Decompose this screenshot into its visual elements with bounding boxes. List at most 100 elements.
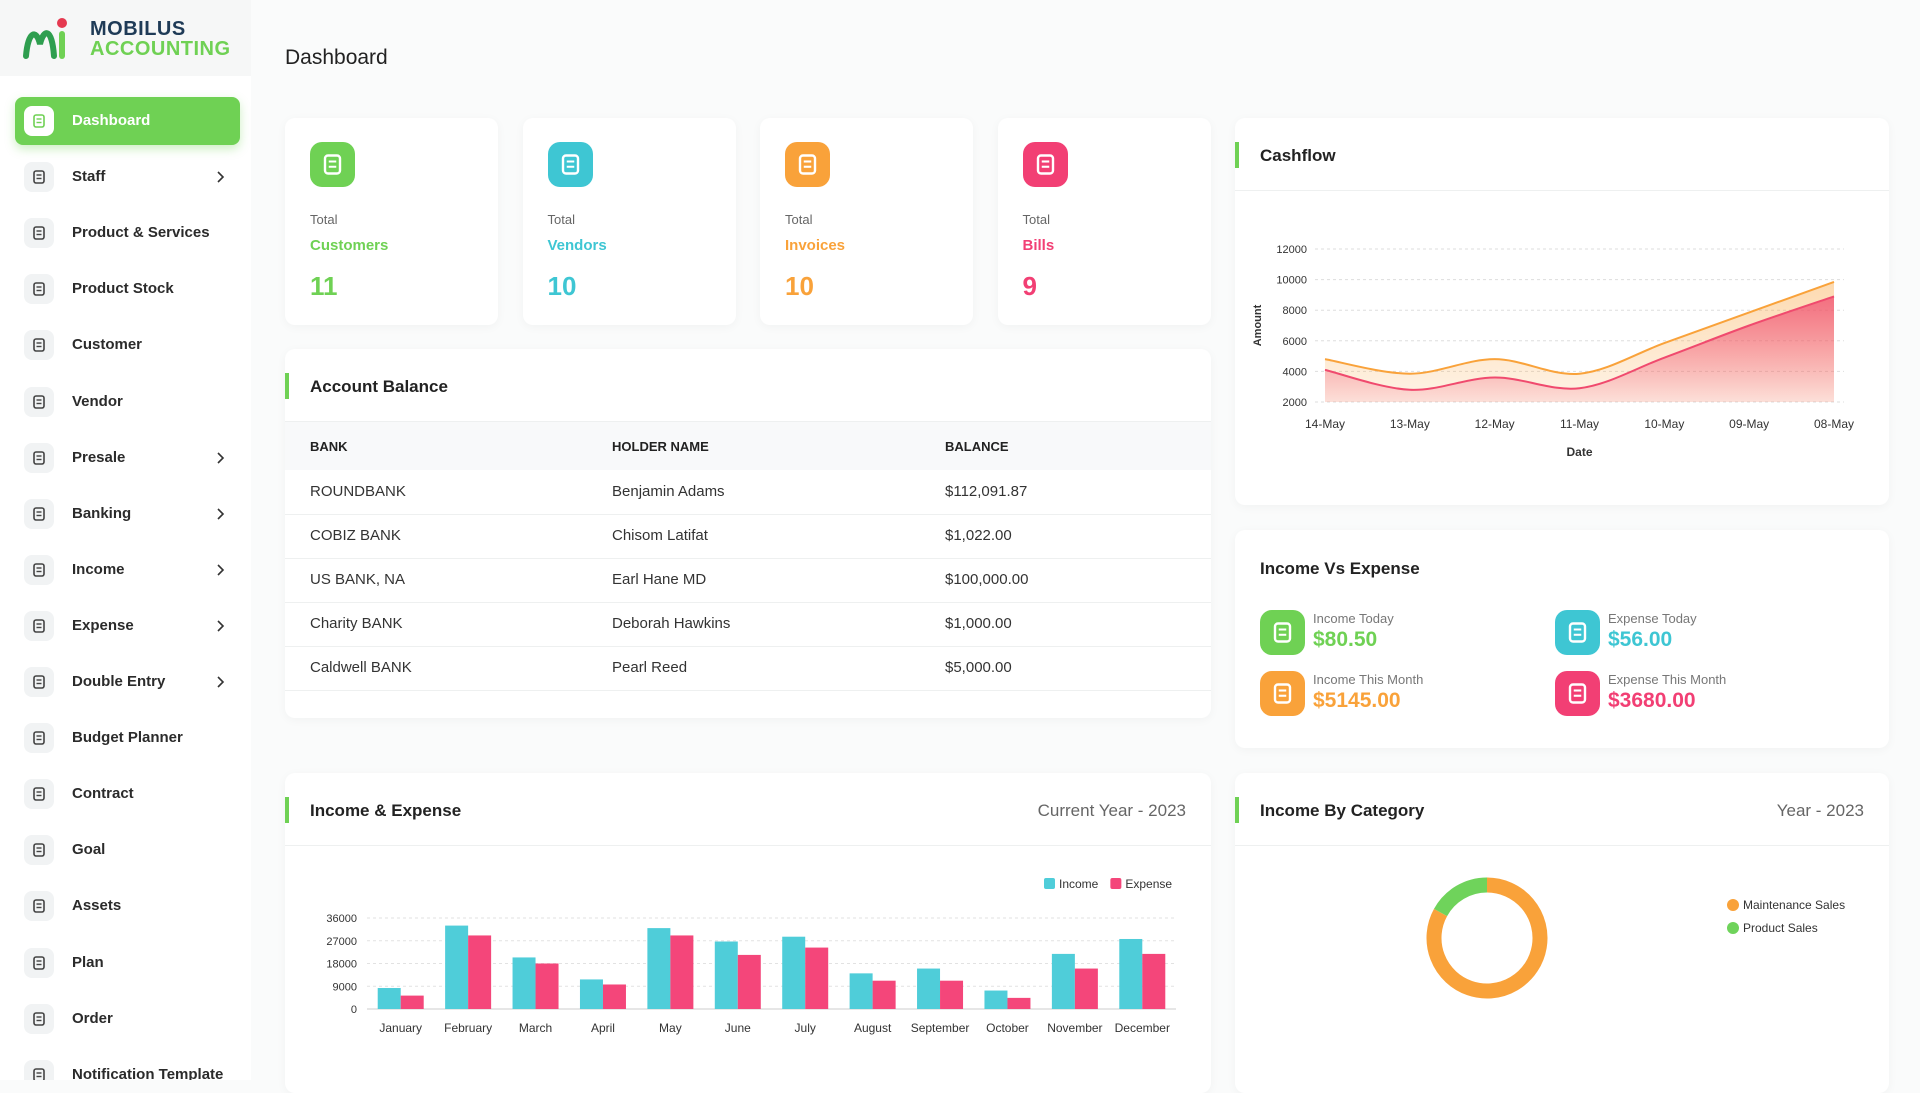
menu-item[interactable]: Staff: [15, 153, 240, 201]
y-tick-label: 6000: [1283, 336, 1307, 348]
chevron: [217, 676, 225, 688]
x-tick-label: August: [854, 1021, 892, 1035]
menu-item[interactable]: Contract: [15, 770, 240, 818]
x-tick-label: June: [725, 1021, 751, 1035]
column-header: BALANCE: [945, 439, 1009, 454]
bar: [782, 936, 806, 1009]
icon-glyph: [1568, 683, 1587, 704]
menu-item[interactable]: Budget Planner: [15, 714, 240, 762]
menu-label: Plan: [72, 953, 104, 971]
menu-icon: [24, 1059, 54, 1080]
x-tick-label: April: [591, 1021, 615, 1035]
icon-glyph: [33, 619, 45, 633]
stat-caption: Total: [1022, 212, 1050, 227]
stat-caption: Total: [310, 212, 338, 227]
icon-glyph: [33, 226, 45, 240]
panel-header: Income By Category Year - 2023: [1235, 773, 1889, 846]
menu-item[interactable]: Income: [15, 546, 240, 594]
x-tick-label: 10-May: [1644, 417, 1684, 431]
chevron: [217, 452, 225, 464]
menu-item[interactable]: Dashboard: [15, 97, 240, 145]
x-tick-label: 13-May: [1390, 417, 1430, 431]
menu-item[interactable]: Customer: [15, 321, 240, 369]
icon-glyph: [33, 394, 45, 409]
row-divider: [285, 514, 1211, 515]
menu-item[interactable]: Order: [15, 995, 240, 1043]
icon-glyph: [33, 338, 45, 353]
icon-glyph: [33, 282, 45, 297]
bar: [714, 941, 738, 1009]
panel-title: Account Balance: [310, 377, 448, 396]
table-cell: COBIZ BANK: [310, 527, 401, 544]
y-tick-label: 12000: [1276, 244, 1307, 256]
panel-title: Cashflow: [1260, 146, 1336, 165]
table-cell: $100,000.00: [945, 571, 1029, 588]
income-category-chart: Maintenance Sales Product Sales: [1426, 877, 1845, 999]
menu-icon: [24, 779, 54, 810]
table-cell: $1,022.00: [945, 527, 1012, 544]
y-tick-label: 2000: [1283, 397, 1307, 409]
table-cell: $112,091.87: [945, 483, 1028, 500]
stat-icon: [310, 142, 355, 187]
menu-icon: [24, 610, 54, 641]
income-expense-panel: Income & Expense Current Year - 2023 0 90…: [285, 773, 1211, 1093]
bar: [1051, 953, 1075, 1009]
stat-value: 10: [547, 271, 577, 301]
chevron: [217, 508, 225, 520]
bar: [468, 935, 492, 1009]
menu-icon: [24, 891, 54, 922]
summary-icon: [1555, 671, 1600, 716]
menu-item[interactable]: Double Entry: [15, 658, 240, 706]
row-divider: [285, 602, 1211, 603]
legend-swatch: [1727, 922, 1739, 934]
cashflow-panel: Cashflow 2000 4000 6000 8000 10000 12000 14-Ma…: [1235, 118, 1889, 505]
table-cell: Deborah Hawkins: [612, 615, 731, 632]
chevron: [217, 564, 225, 576]
legend-swatch: [1044, 878, 1055, 889]
icon-glyph: [33, 170, 45, 184]
summary-icon: [1555, 610, 1600, 655]
cashflow-chart: 2000 4000 6000 8000 10000 12000 14-May 13-May 12…: [1252, 244, 1854, 459]
icon-glyph: [33, 731, 45, 745]
bar: [377, 988, 401, 1009]
menu-item[interactable]: Presale: [15, 434, 240, 482]
stat-icon: [547, 142, 593, 187]
table-cell: Charity BANK: [310, 615, 403, 632]
menu-item[interactable]: Product & Services: [15, 209, 240, 257]
stat-label: Invoices: [785, 237, 846, 254]
legend-label: Maintenance Sales: [1743, 898, 1845, 912]
series-line: [1324, 295, 1835, 391]
accent: [1235, 142, 1239, 168]
x-tick-label: February: [444, 1021, 492, 1035]
menu-label: Dashboard: [72, 112, 151, 129]
summary-label: Expense This Month: [1608, 672, 1727, 687]
bar: [737, 954, 761, 1009]
menu-label: Goal: [72, 841, 106, 859]
menu-item[interactable]: Expense: [15, 602, 240, 650]
bar: [602, 984, 626, 1009]
income-by-category-panel: Income By Category Year - 2023 Maintenan…: [1235, 773, 1889, 1093]
menu-item[interactable]: Vendor: [15, 378, 240, 426]
panel-subtitle: Current Year - 2023: [1037, 801, 1186, 820]
bar: [512, 957, 536, 1009]
icon-glyph: [33, 787, 45, 801]
menu-item[interactable]: Banking: [15, 490, 240, 538]
row-divider: [285, 558, 1211, 559]
bar: [1007, 997, 1031, 1009]
icon-glyph: [1273, 622, 1292, 643]
menu-item[interactable]: Notification Template: [15, 1051, 240, 1080]
menu-item[interactable]: Goal: [15, 826, 240, 874]
menu-item[interactable]: Assets: [15, 882, 240, 930]
menu-label: Vendor: [72, 392, 123, 410]
menu-label: Budget Planner: [72, 729, 183, 747]
bar: [647, 928, 671, 1009]
summary-value: $3680.00: [1608, 689, 1696, 712]
y-tick-label: 18000: [326, 959, 357, 971]
table-cell: Chisom Latifat: [612, 527, 708, 544]
stat-card: Total Invoices 10: [760, 118, 973, 325]
x-axis-label: Date: [1566, 445, 1592, 459]
menu-item[interactable]: Plan: [15, 939, 240, 987]
menu-item[interactable]: Product Stock: [15, 265, 240, 313]
